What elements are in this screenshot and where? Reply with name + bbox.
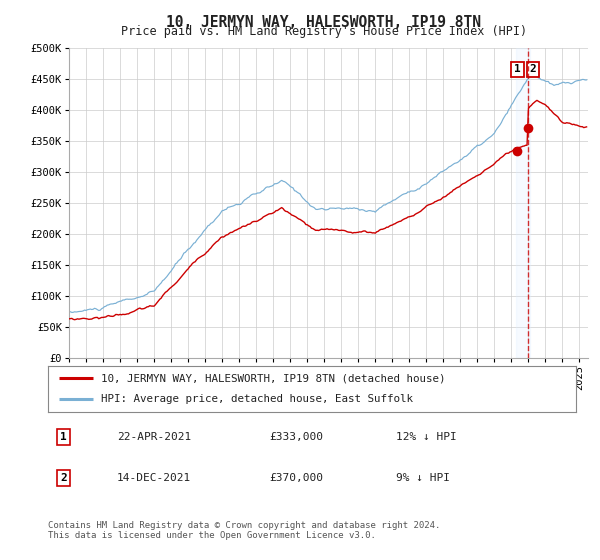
- Text: £333,000: £333,000: [270, 432, 324, 442]
- Text: This data is licensed under the Open Government Licence v3.0.: This data is licensed under the Open Gov…: [48, 531, 376, 540]
- Text: 10, JERMYN WAY, HALESWORTH, IP19 8TN: 10, JERMYN WAY, HALESWORTH, IP19 8TN: [167, 15, 482, 30]
- Text: Price paid vs. HM Land Registry's House Price Index (HPI): Price paid vs. HM Land Registry's House …: [121, 25, 527, 38]
- Text: Contains HM Land Registry data © Crown copyright and database right 2024.: Contains HM Land Registry data © Crown c…: [48, 521, 440, 530]
- Text: £370,000: £370,000: [270, 473, 324, 483]
- Text: 2: 2: [529, 64, 536, 74]
- Text: 22-APR-2021: 22-APR-2021: [116, 432, 191, 442]
- Text: 1: 1: [514, 64, 521, 74]
- Text: 1: 1: [61, 432, 67, 442]
- Text: 14-DEC-2021: 14-DEC-2021: [116, 473, 191, 483]
- Text: 2: 2: [61, 473, 67, 483]
- Bar: [516, 48, 530, 358]
- Text: 9% ↓ HPI: 9% ↓ HPI: [397, 473, 451, 483]
- Text: HPI: Average price, detached house, East Suffolk: HPI: Average price, detached house, East…: [101, 394, 413, 404]
- Text: 10, JERMYN WAY, HALESWORTH, IP19 8TN (detached house): 10, JERMYN WAY, HALESWORTH, IP19 8TN (de…: [101, 373, 445, 383]
- Text: 12% ↓ HPI: 12% ↓ HPI: [397, 432, 457, 442]
